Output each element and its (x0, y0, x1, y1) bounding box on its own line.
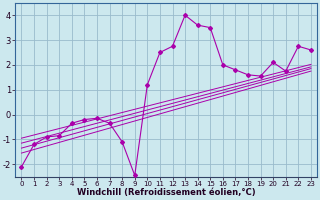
X-axis label: Windchill (Refroidissement éolien,°C): Windchill (Refroidissement éolien,°C) (77, 188, 256, 197)
